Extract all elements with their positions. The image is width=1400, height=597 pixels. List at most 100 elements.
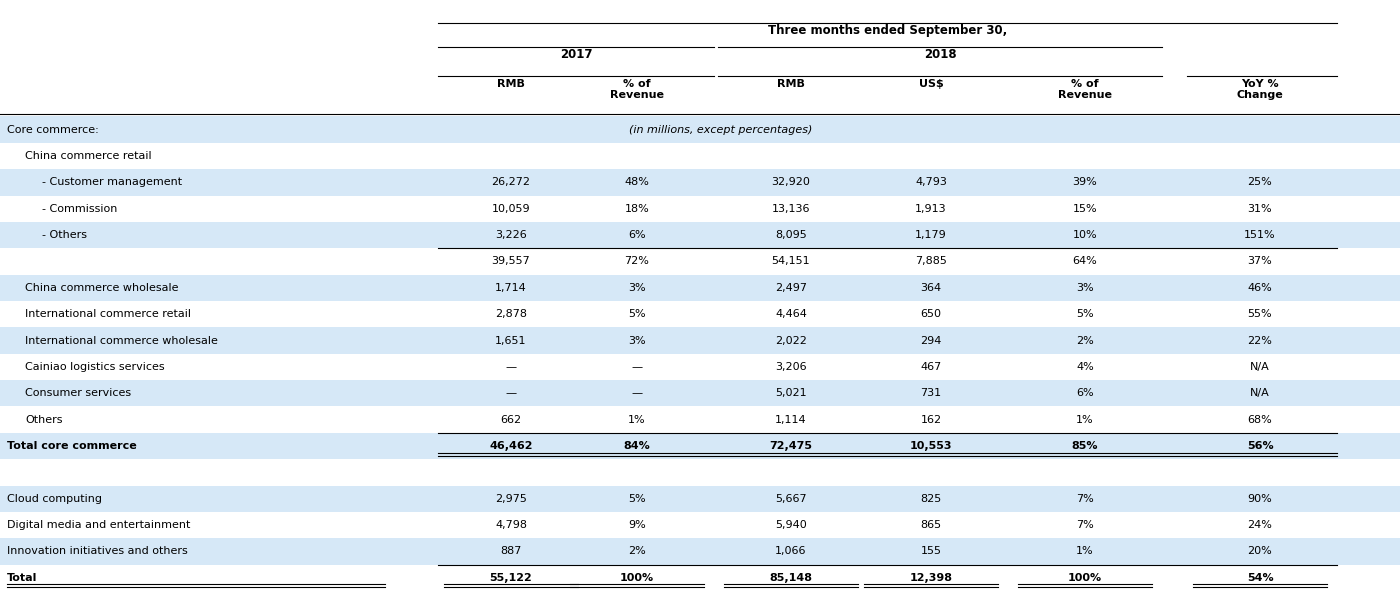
- Bar: [0, 407, 1400, 433]
- Text: 39%: 39%: [1072, 177, 1098, 187]
- Text: 100%: 100%: [1068, 573, 1102, 583]
- Text: 26,272: 26,272: [491, 177, 531, 187]
- Text: 5,021: 5,021: [776, 388, 806, 398]
- Text: - Others: - Others: [42, 230, 87, 240]
- Bar: [0, 459, 1400, 485]
- Text: Total: Total: [7, 573, 38, 583]
- Text: 364: 364: [920, 283, 942, 293]
- Text: 5%: 5%: [629, 309, 645, 319]
- Text: —: —: [631, 362, 643, 372]
- Bar: [0, 169, 1400, 196]
- Bar: [0, 116, 1400, 143]
- Bar: [0, 485, 1400, 512]
- Text: 1,651: 1,651: [496, 336, 526, 346]
- Text: 2,878: 2,878: [496, 309, 526, 319]
- Text: 90%: 90%: [1247, 494, 1273, 504]
- Text: 2,497: 2,497: [776, 283, 806, 293]
- Text: 54,151: 54,151: [771, 257, 811, 266]
- Text: 3%: 3%: [629, 283, 645, 293]
- Text: 294: 294: [920, 336, 942, 346]
- Text: 1,714: 1,714: [496, 283, 526, 293]
- Text: 4,793: 4,793: [916, 177, 946, 187]
- Text: Digital media and entertainment: Digital media and entertainment: [7, 520, 190, 530]
- Text: 15%: 15%: [1072, 204, 1098, 214]
- Text: 1,179: 1,179: [916, 230, 946, 240]
- Text: 2017: 2017: [560, 48, 592, 61]
- Text: 12,398: 12,398: [910, 573, 952, 583]
- Text: 3,206: 3,206: [776, 362, 806, 372]
- Text: 5%: 5%: [629, 494, 645, 504]
- Bar: [0, 327, 1400, 353]
- Bar: [0, 565, 1400, 591]
- Text: 467: 467: [920, 362, 942, 372]
- Text: 68%: 68%: [1247, 415, 1273, 424]
- Text: 24%: 24%: [1247, 520, 1273, 530]
- Text: 2%: 2%: [1077, 336, 1093, 346]
- Bar: [0, 222, 1400, 248]
- Text: 32,920: 32,920: [771, 177, 811, 187]
- Text: 865: 865: [920, 520, 942, 530]
- Text: Core commerce:: Core commerce:: [7, 125, 99, 134]
- Text: 22%: 22%: [1247, 336, 1273, 346]
- Text: China commerce retail: China commerce retail: [25, 151, 151, 161]
- Text: 1%: 1%: [1077, 546, 1093, 556]
- Text: 2,022: 2,022: [776, 336, 806, 346]
- Text: 64%: 64%: [1072, 257, 1098, 266]
- Bar: [0, 380, 1400, 407]
- Bar: [0, 301, 1400, 327]
- Text: 1,066: 1,066: [776, 546, 806, 556]
- Text: RMB: RMB: [497, 79, 525, 89]
- Text: 84%: 84%: [623, 441, 651, 451]
- Text: 4%: 4%: [1077, 362, 1093, 372]
- Text: 55%: 55%: [1247, 309, 1273, 319]
- Text: Others: Others: [25, 415, 63, 424]
- Text: 155: 155: [921, 546, 941, 556]
- Text: 100%: 100%: [620, 573, 654, 583]
- Text: 1%: 1%: [629, 415, 645, 424]
- Text: 887: 887: [500, 546, 522, 556]
- Text: 151%: 151%: [1245, 230, 1275, 240]
- Text: 25%: 25%: [1247, 177, 1273, 187]
- Text: Consumer services: Consumer services: [25, 388, 132, 398]
- Text: International commerce wholesale: International commerce wholesale: [25, 336, 218, 346]
- Bar: [0, 248, 1400, 275]
- Bar: [0, 196, 1400, 222]
- Text: 85,148: 85,148: [770, 573, 812, 583]
- Text: 10,059: 10,059: [491, 204, 531, 214]
- Text: 3,226: 3,226: [496, 230, 526, 240]
- Text: Total core commerce: Total core commerce: [7, 441, 137, 451]
- Bar: [0, 275, 1400, 301]
- Text: 5,940: 5,940: [776, 520, 806, 530]
- Text: - Customer management: - Customer management: [42, 177, 182, 187]
- Text: % of
Revenue: % of Revenue: [610, 79, 664, 100]
- Text: 46,462: 46,462: [489, 441, 533, 451]
- Text: (in millions, except percentages): (in millions, except percentages): [630, 125, 812, 134]
- Bar: [0, 143, 1400, 169]
- Text: US$: US$: [918, 79, 944, 89]
- Text: China commerce wholesale: China commerce wholesale: [25, 283, 179, 293]
- Bar: [0, 433, 1400, 459]
- Text: 731: 731: [920, 388, 942, 398]
- Text: RMB: RMB: [777, 79, 805, 89]
- Text: 55,122: 55,122: [490, 573, 532, 583]
- Text: 825: 825: [920, 494, 942, 504]
- Text: Cainiao logistics services: Cainiao logistics services: [25, 362, 165, 372]
- Text: 2%: 2%: [629, 546, 645, 556]
- Bar: [0, 12, 1400, 116]
- Text: 72%: 72%: [624, 257, 650, 266]
- Text: 39,557: 39,557: [491, 257, 531, 266]
- Text: 10,553: 10,553: [910, 441, 952, 451]
- Text: 3%: 3%: [1077, 283, 1093, 293]
- Text: 3%: 3%: [629, 336, 645, 346]
- Text: 54%: 54%: [1246, 573, 1274, 583]
- Text: 7,885: 7,885: [916, 257, 946, 266]
- Text: N/A: N/A: [1250, 388, 1270, 398]
- Text: 48%: 48%: [624, 177, 650, 187]
- Text: 650: 650: [921, 309, 941, 319]
- Text: 162: 162: [920, 415, 942, 424]
- Text: International commerce retail: International commerce retail: [25, 309, 192, 319]
- Text: 2018: 2018: [924, 48, 956, 61]
- Text: YoY %
Change: YoY % Change: [1236, 79, 1284, 100]
- Text: % of
Revenue: % of Revenue: [1058, 79, 1112, 100]
- Text: 4,464: 4,464: [776, 309, 806, 319]
